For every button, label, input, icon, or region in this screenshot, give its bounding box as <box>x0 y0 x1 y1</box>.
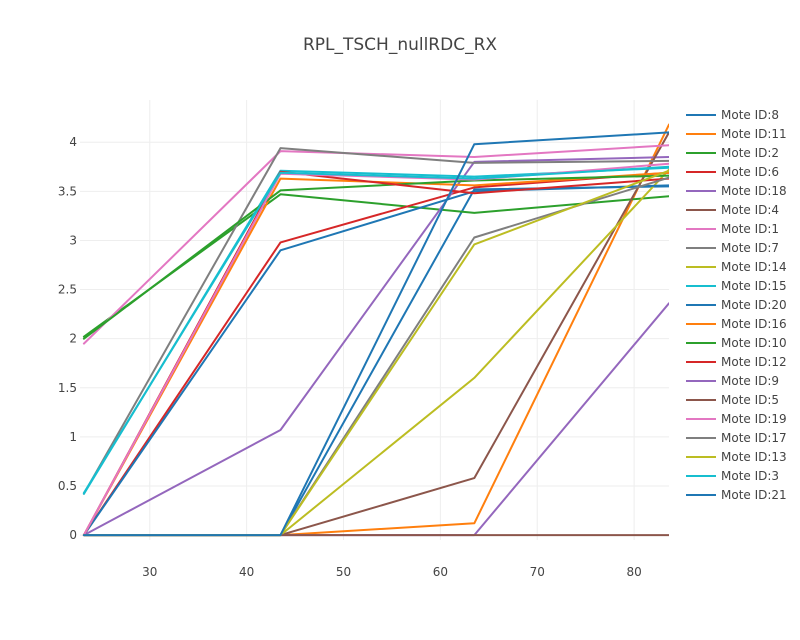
y-tick-label: 4 <box>69 135 77 149</box>
series-line-10 <box>82 166 669 495</box>
legend-label: Mote ID:6 <box>721 165 779 179</box>
x-tick-label: 70 <box>530 565 545 579</box>
series-line-12 <box>82 171 669 537</box>
legend-label: Mote ID:11 <box>721 127 787 141</box>
y-tick-label: 2 <box>69 332 77 346</box>
legend-item[interactable]: Mote ID:9 <box>686 374 779 388</box>
grid-layer <box>80 100 669 540</box>
series-line-1 <box>82 185 669 537</box>
legend-item[interactable]: Mote ID:5 <box>686 393 779 407</box>
legend-item[interactable]: Mote ID:7 <box>686 241 779 255</box>
legend-label: Mote ID:14 <box>721 260 787 274</box>
legend-label: Mote ID:4 <box>721 203 779 217</box>
series-line-7 <box>82 144 669 345</box>
legend-item[interactable]: Mote ID:2 <box>686 146 779 160</box>
series-line-21 <box>82 131 669 537</box>
legend-label: Mote ID:20 <box>721 298 787 312</box>
legend-item[interactable]: Mote ID:16 <box>686 317 787 331</box>
legend-item[interactable]: Mote ID:17 <box>686 431 787 445</box>
series-line-8 <box>82 147 669 495</box>
legend-label: Mote ID:16 <box>721 317 787 331</box>
series-line-13 <box>82 174 669 340</box>
x-tick-label: 40 <box>239 565 254 579</box>
legend-label: Mote ID:17 <box>721 431 787 445</box>
series-line-11 <box>82 184 669 537</box>
legend-label: Mote ID:2 <box>721 146 779 160</box>
legend-item[interactable]: Mote ID:19 <box>686 412 787 426</box>
legend-label: Mote ID:5 <box>721 393 779 407</box>
y-tick-label: 3 <box>69 233 77 247</box>
legend-label: Mote ID:9 <box>721 374 779 388</box>
legend-label: Mote ID:15 <box>721 279 787 293</box>
x-tick-label: 60 <box>433 565 448 579</box>
series-line-5 <box>82 156 669 537</box>
axis-tick-labels: 30 40 50 60 70 80 0 0.5 1 1.5 2 2.5 3 3.5 4 <box>58 135 642 579</box>
series-line-20 <box>82 165 669 494</box>
legend-item[interactable]: Mote ID:12 <box>686 355 787 369</box>
series-line-9 <box>82 168 669 537</box>
legend-item[interactable]: Mote ID:13 <box>686 450 787 464</box>
legend-label: Mote ID:3 <box>721 469 779 483</box>
legend-item[interactable]: Mote ID:18 <box>686 184 787 198</box>
y-tick-label: 1.5 <box>58 381 77 395</box>
y-tick-label: 0.5 <box>58 479 77 493</box>
legend-label: Mote ID:8 <box>721 108 779 122</box>
legend-item[interactable]: Mote ID:3 <box>686 469 779 483</box>
legend-label: Mote ID:10 <box>721 336 787 350</box>
legend-label: Mote ID:1 <box>721 222 779 236</box>
y-tick-label: 1 <box>69 430 77 444</box>
series-lines <box>82 123 669 537</box>
y-tick-label: 2.5 <box>58 283 77 297</box>
legend-label: Mote ID:21 <box>721 488 787 502</box>
legend-label: Mote ID:13 <box>721 450 787 464</box>
legend-item[interactable]: Mote ID:8 <box>686 108 779 122</box>
series-line-6 <box>82 131 669 537</box>
chart-title: RPL_TSCH_nullRDC_RX <box>303 35 497 55</box>
legend-item[interactable]: Mote ID:14 <box>686 260 787 274</box>
legend-label: Mote ID:7 <box>721 241 779 255</box>
y-tick-label: 3.5 <box>58 184 77 198</box>
legend-item[interactable]: Mote ID:11 <box>686 127 787 141</box>
x-tick-label: 50 <box>336 565 351 579</box>
x-tick-label: 30 <box>142 565 157 579</box>
y-tick-label: 0 <box>69 528 77 542</box>
legend-item[interactable]: Mote ID:21 <box>686 488 787 502</box>
series-line-4 <box>82 171 669 537</box>
legend-item[interactable]: Mote ID:15 <box>686 279 787 293</box>
x-tick-label: 80 <box>626 565 641 579</box>
series-line-18 <box>82 176 669 537</box>
legend-label: Mote ID:19 <box>721 412 787 426</box>
legend-label: Mote ID:12 <box>721 355 787 369</box>
legend-label: Mote ID:18 <box>721 184 787 198</box>
series-line-14 <box>82 170 669 537</box>
legend-item[interactable]: Mote ID:4 <box>686 203 779 217</box>
series-line-19 <box>82 169 669 537</box>
legend-item[interactable]: Mote ID:6 <box>686 165 779 179</box>
legend-item[interactable]: Mote ID:1 <box>686 222 779 236</box>
legend-item[interactable]: Mote ID:20 <box>686 298 787 312</box>
legend[interactable]: Mote ID:8 Mote ID:11 Mote ID:2 Mote ID:6 Mot… <box>686 108 787 502</box>
legend-item[interactable]: Mote ID:10 <box>686 336 787 350</box>
